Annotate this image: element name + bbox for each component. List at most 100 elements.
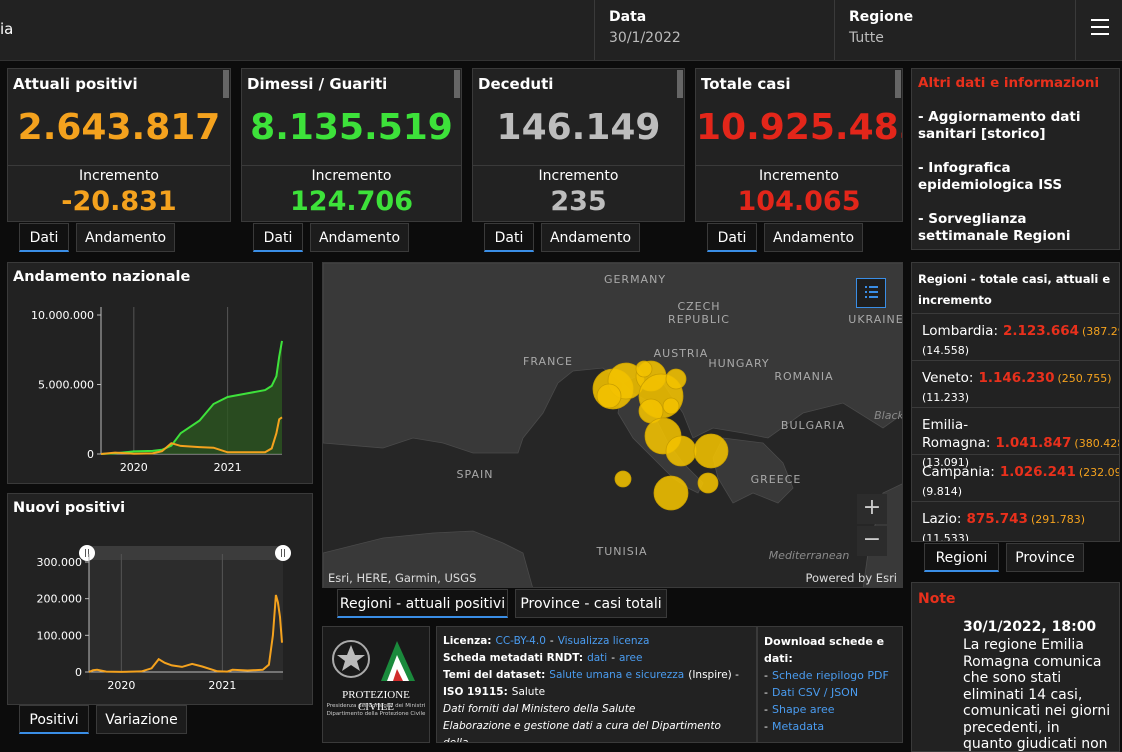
map-label: SPAIN	[456, 468, 494, 481]
region-bubble[interactable]	[665, 368, 687, 390]
region-total: 1.041.847	[995, 435, 1072, 451]
region-increment: (9.814)	[922, 485, 963, 498]
text-segment[interactable]: Shape aree	[771, 703, 835, 716]
download-title: Download schede e dati:	[764, 635, 885, 665]
slider-handle[interactable]	[79, 545, 95, 561]
info-box: Licenza: CC-BY-4.0- Visualizza licenza Sche…	[436, 626, 757, 743]
plot-background	[89, 554, 283, 680]
tab[interactable]: Andamento	[76, 223, 175, 252]
map-label: Mediterranean	[768, 549, 850, 562]
region-row: Emilia-Romagna:1.041.847(380.428) (13.091…	[912, 407, 1119, 469]
info-links: - Aggiornamento dati sanitari [storico] -…	[918, 109, 1114, 249]
note-panel: Note 30/1/2022, 18:00 La regione Emilia Ro…	[911, 582, 1120, 752]
app-title: ia	[0, 20, 14, 38]
text-segment: -	[764, 686, 768, 699]
info-link[interactable]: - Sorveglianza settimanale Regioni	[918, 211, 1071, 244]
text-segment[interactable]: CC-BY-4.0	[495, 635, 546, 647]
logo-emblem	[332, 640, 415, 681]
text-segment: ISO 19115:	[443, 686, 508, 698]
series-area	[101, 340, 282, 454]
menu-button[interactable]	[1090, 18, 1110, 36]
region-total: 1.026.241	[999, 464, 1076, 480]
separator	[594, 0, 595, 60]
text-segment[interactable]: dati	[587, 652, 608, 664]
tab[interactable]: Dati	[707, 223, 757, 252]
kpi-title: Totale casi	[701, 75, 791, 93]
region-bubble[interactable]	[596, 383, 622, 409]
tab[interactable]: Andamento	[541, 223, 640, 252]
kpi-value: 2.643.817	[17, 107, 221, 148]
tab[interactable]: Dati	[484, 223, 534, 252]
tab[interactable]: Province - casi totali	[515, 589, 667, 618]
logo-title: PROTEZIONE CIVILE	[342, 689, 410, 713]
kpi-value: 8.135.519	[250, 107, 453, 148]
map: GERMANY CZECH REPUBLIC AUSTRIA FRANCE HUNGAR…	[322, 262, 903, 588]
note-datetime: 30/1/2022, 18:00	[963, 619, 1097, 635]
chart-panel: Nuovi positivi 2020 2021 0 100.000 200.000 300…	[7, 493, 313, 705]
text-segment[interactable]: Metadata	[771, 720, 825, 733]
tab[interactable]: Andamento	[764, 223, 863, 252]
zoom-out[interactable]: −	[857, 526, 887, 556]
series-line	[88, 594, 283, 673]
text-segment: -	[764, 720, 768, 733]
tab[interactable]: Dati	[19, 223, 69, 252]
increment-label: Incremento	[538, 168, 619, 184]
kpi-increment: 104.065	[737, 186, 861, 217]
separator	[1075, 0, 1076, 60]
map-label: CZECH REPUBLIC	[668, 300, 730, 326]
slider-handle[interactable]	[275, 545, 291, 561]
series-line	[100, 340, 283, 455]
tab[interactable]: Regioni - attuali positivi	[337, 589, 508, 618]
region-bubble[interactable]	[635, 360, 653, 378]
chart-title: Nuovi positivi	[13, 500, 126, 516]
tab[interactable]: Regioni	[924, 543, 999, 572]
tab[interactable]: Variazione	[96, 705, 187, 734]
tab[interactable]: Province	[1006, 543, 1084, 572]
region-bubble[interactable]	[693, 433, 729, 469]
text-segment: -	[549, 635, 554, 647]
x-tick-label: 2021	[208, 679, 236, 692]
region-bubble[interactable]	[653, 475, 689, 511]
kpi-title: Deceduti	[478, 75, 554, 93]
tab[interactable]: Andamento	[310, 223, 409, 252]
region-bubble[interactable]	[614, 470, 632, 488]
info-link[interactable]: - Aggiornamento dati sanitari [storico]	[918, 109, 1081, 142]
text-segment[interactable]: Dati CSV / JSON	[771, 686, 859, 699]
region-total: 1.146.230	[978, 370, 1055, 386]
region-bubble[interactable]	[697, 472, 719, 494]
text-segment: -	[764, 669, 768, 682]
region-value[interactable]: Tutte	[849, 30, 884, 46]
region-name: Campania:	[922, 464, 995, 480]
legend-button[interactable]	[856, 278, 886, 308]
text-segment: Licenza:	[443, 635, 492, 647]
y-tick-label: 10.000.000	[31, 309, 94, 322]
info-link[interactable]: - Infografica epidemiologica ISS	[918, 160, 1063, 193]
info-line: Scheda metadati RNDT: dati - aree	[443, 650, 750, 667]
divider	[242, 165, 461, 166]
text-segment: Elaborazione e gestione dati a cura del …	[443, 720, 721, 743]
logo-subtitle: Presidenza del Consiglio dei Ministri	[326, 703, 426, 709]
region-bubble[interactable]	[662, 397, 680, 415]
date-label: Data	[609, 9, 647, 25]
region-bubble[interactable]	[665, 435, 697, 467]
zoom-in[interactable]: +	[857, 494, 887, 524]
tab[interactable]: Dati	[253, 223, 303, 252]
text-segment: -	[611, 652, 615, 664]
chart-panel: Andamento nazionale 2020 2021 0 5.000.000 10.…	[7, 262, 313, 484]
region-row: Lombardia: 2.123.664(387.290) (14.558)	[912, 313, 1119, 360]
map-canvas[interactable]	[323, 263, 903, 588]
map-attribution: Esri, HERE, Garmin, USGS	[328, 571, 477, 585]
tab[interactable]: Positivi	[19, 705, 89, 734]
region-current: (291.783)	[1030, 513, 1086, 526]
text-segment[interactable]: Salute umana e sicurezza	[549, 669, 685, 681]
text-segment[interactable]: Visualizza licenza	[557, 635, 650, 647]
scroll-thumb	[454, 70, 460, 98]
separator	[834, 0, 835, 60]
text-segment[interactable]: aree	[619, 652, 643, 664]
kpi-card: Totale casi 10.925.485 Incremento 104.065	[695, 68, 903, 222]
date-value[interactable]: 30/1/2022	[609, 30, 681, 46]
regions-panel: Regioni - totale casi, attuali e increme…	[911, 262, 1120, 542]
download-line: - Schede riepilogo PDF	[764, 667, 896, 684]
region-current: (387.290)	[1082, 325, 1119, 338]
text-segment[interactable]: Schede riepilogo PDF	[771, 669, 889, 682]
